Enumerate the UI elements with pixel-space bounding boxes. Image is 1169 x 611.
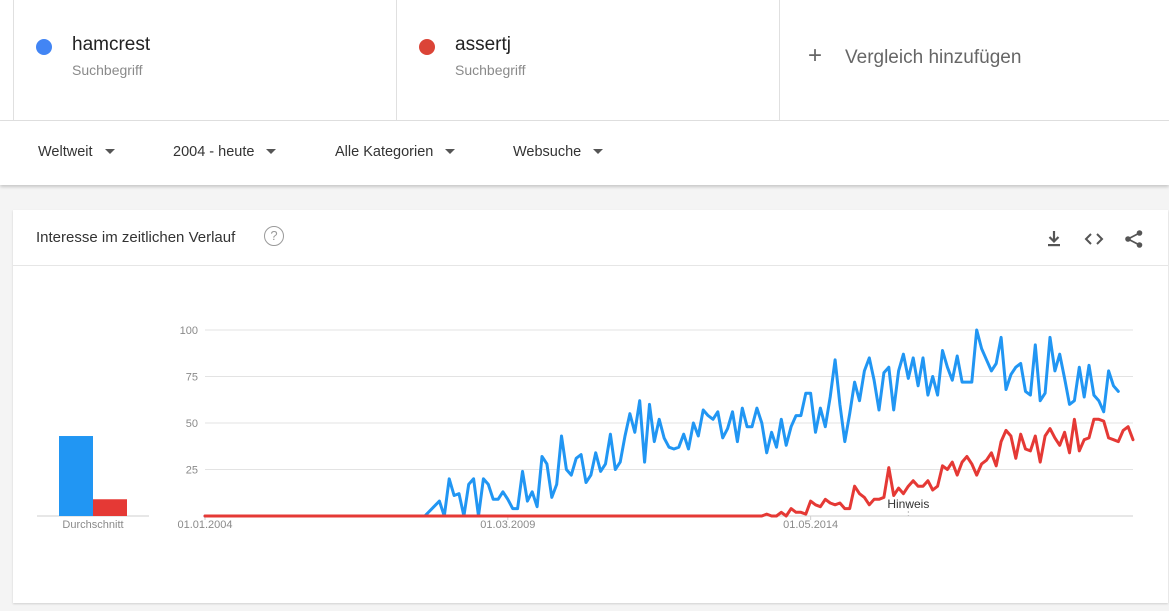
card-header: Interesse im zeitlichen Verlauf ? [13, 210, 1168, 266]
add-comparison-button[interactable]: + Vergleich hinzufügen [779, 0, 1169, 120]
plus-icon: + [808, 42, 823, 69]
share-icon[interactable] [1123, 228, 1145, 250]
search-term-name: assertj [455, 34, 511, 55]
chevron-down-icon [593, 148, 604, 154]
region-dropdown[interactable]: Weltweit [38, 144, 115, 160]
x-tick-label: 01.01.2004 [177, 519, 232, 531]
chevron-down-icon [266, 148, 277, 154]
average-label: Durchschnitt [62, 519, 123, 531]
average-bar-hamcrest [59, 436, 93, 516]
filter-bar: Weltweit 2004 - heute Alle Kategorien We… [0, 121, 1169, 185]
search-type-dropdown[interactable]: Websuche [513, 144, 604, 160]
download-icon[interactable] [1043, 228, 1065, 250]
search-terms-bar: hamcrest Suchbegriff assertj Suchbegriff… [0, 0, 1169, 121]
x-tick-label: 01.03.2009 [480, 519, 535, 531]
search-term-type: Suchbegriff [72, 62, 143, 78]
x-tick-label: 01.05.2014 [783, 519, 838, 531]
region-dropdown-label: Weltweit [38, 144, 93, 160]
y-tick-label: 50 [186, 418, 198, 430]
annotation-label: Hinweis [887, 497, 929, 511]
chevron-down-icon [445, 148, 456, 154]
card-title: Interesse im zeitlichen Verlauf [36, 229, 236, 246]
average-bar-assertj [93, 499, 127, 516]
interest-over-time-card: Interesse im zeitlichen Verlauf ? 25 50 75… [13, 210, 1168, 603]
series-color-dot [36, 39, 52, 55]
y-tick-label: 100 [180, 325, 198, 337]
time-range-dropdown-label: 2004 - heute [173, 144, 255, 160]
interest-chart: 25 50 75 100 01.01.2004 01.03.2009 01.05.2014 H… [37, 325, 1135, 531]
series-color-dot [419, 39, 435, 55]
search-term-assertj[interactable]: assertj Suchbegriff [396, 0, 780, 120]
time-range-dropdown[interactable]: 2004 - heute [173, 144, 277, 160]
y-tick-label: 75 [186, 372, 198, 384]
series-line-assertj [203, 417, 1135, 518]
category-dropdown-label: Alle Kategorien [335, 144, 434, 160]
category-dropdown[interactable]: Alle Kategorien [335, 144, 456, 160]
chevron-down-icon [104, 148, 115, 154]
search-term-type: Suchbegriff [455, 62, 526, 78]
add-comparison-label: Vergleich hinzufügen [845, 47, 1022, 68]
search-term-hamcrest[interactable]: hamcrest Suchbegriff [13, 0, 397, 120]
y-tick-label: 25 [186, 465, 198, 477]
embed-code-icon[interactable] [1083, 228, 1105, 250]
search-term-name: hamcrest [72, 34, 151, 55]
series-line-hamcrest [203, 328, 1120, 518]
search-type-dropdown-label: Websuche [513, 144, 582, 160]
help-icon[interactable]: ? [264, 226, 284, 246]
